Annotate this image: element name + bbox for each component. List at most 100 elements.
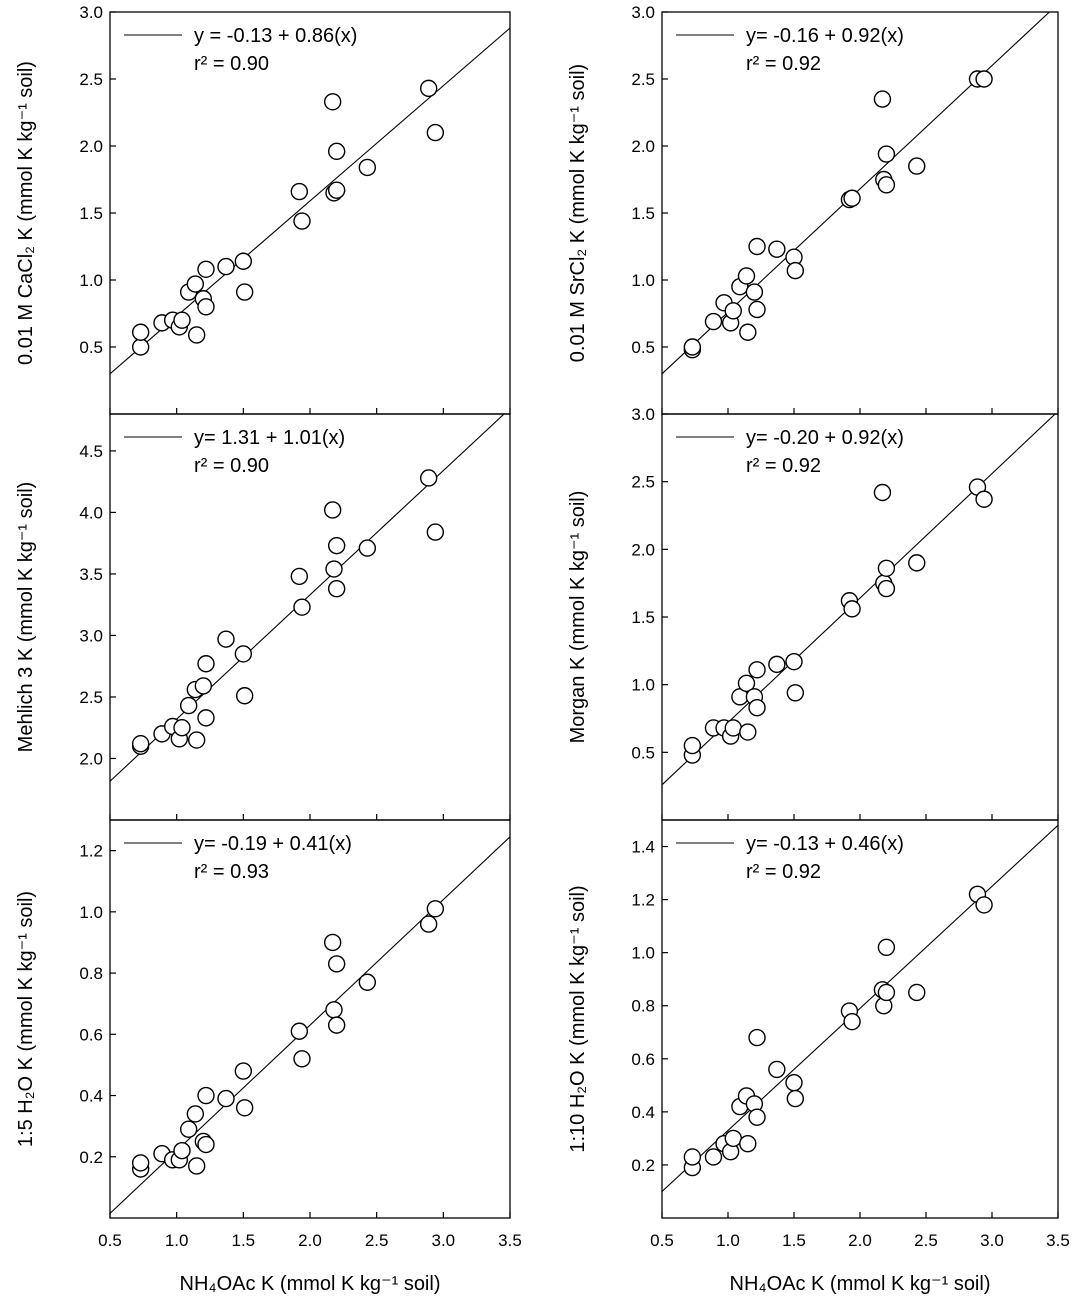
data-point	[290, 182, 309, 201]
plot-frame	[109, 413, 511, 821]
plot-frame	[109, 11, 511, 415]
y-tick-label: 0.4	[79, 1087, 103, 1106]
data-point	[768, 655, 786, 674]
x-tick-label: 3.5	[1046, 1231, 1070, 1250]
y-tick-label: 2.5	[79, 688, 103, 707]
data-point	[975, 896, 993, 914]
data-point	[873, 483, 892, 502]
x-tick-label: 2.0	[848, 1231, 872, 1250]
data-point	[197, 260, 215, 278]
data-point	[419, 469, 438, 487]
data-point	[187, 326, 206, 344]
y-tick-label: 4.5	[79, 442, 103, 461]
data-point	[748, 698, 766, 717]
data-point	[768, 1060, 786, 1079]
data-point	[426, 523, 445, 541]
data-point	[327, 536, 346, 555]
data-point	[131, 735, 150, 753]
y-tick-label: 0.8	[79, 964, 103, 983]
y-tick-label: 0.5	[631, 743, 655, 762]
y-tick-label: 0.5	[631, 338, 655, 357]
data-point	[327, 181, 346, 199]
x-tick-label: 1.5	[782, 1231, 806, 1250]
data-point	[786, 684, 805, 702]
y-tick-label: 2.0	[79, 137, 103, 156]
panel-h2o-1to5: 0.2 0.4 0.6 0.8 1.0 1.2 0.5 1.0 1.5 2.0 2.5 3.0 3.5 1…	[15, 819, 522, 1295]
y-tick-label: 1.0	[631, 676, 655, 695]
regression-line	[662, 824, 1058, 1192]
data-point	[843, 189, 861, 207]
panel-h2o-1to10: 0.2 0.4 0.6 0.8 1.0 1.2 1.4 0.5 1.0 1.5 2.0 2.5 3.0 3…	[567, 819, 1070, 1295]
y-tick-label: 1.4	[631, 838, 655, 857]
data-point	[234, 1062, 253, 1080]
data-point	[323, 501, 342, 519]
y-tick-label: 1.2	[79, 842, 103, 861]
x-tick-label: 3.0	[980, 1231, 1004, 1250]
data-point	[419, 79, 438, 98]
plot-frame	[661, 413, 1059, 821]
y-tick-label: 2.5	[631, 473, 655, 492]
data-point	[426, 123, 445, 142]
data-point	[748, 237, 766, 256]
data-point	[877, 983, 896, 1002]
data-point	[194, 677, 213, 695]
y-tick-label: 0.6	[79, 1025, 103, 1044]
data-point	[325, 1001, 343, 1019]
data-point	[739, 723, 757, 741]
data-point	[419, 915, 438, 933]
data-point	[323, 93, 342, 111]
x-tick-label: 3.5	[498, 1231, 522, 1250]
data-point	[843, 1012, 861, 1031]
data-point	[748, 1108, 766, 1126]
plot-frame	[661, 11, 1059, 415]
data-point	[293, 598, 311, 616]
data-point	[704, 312, 723, 331]
data-point	[724, 719, 742, 737]
y-tick-label: 2.5	[631, 70, 655, 89]
y-tick-label: 1.0	[79, 271, 103, 290]
y-tick-label: 1.5	[631, 204, 655, 223]
data-point	[179, 696, 198, 715]
data-point	[908, 157, 926, 175]
y-axis-title: Morgan K (mmol K kg⁻¹ soil)	[567, 491, 589, 744]
data-point	[877, 579, 896, 598]
data-point	[234, 645, 253, 663]
data-point	[293, 1050, 311, 1068]
y-tick-label: 1.0	[631, 271, 655, 290]
data-point	[873, 90, 892, 108]
x-tick-label: 2.0	[298, 1231, 322, 1250]
data-point	[327, 580, 346, 598]
data-point	[683, 1148, 702, 1166]
data-point	[327, 1016, 346, 1034]
regression-equation: y = -0.13 + 0.86(x)	[194, 25, 357, 47]
y-axis-title: Mehlich 3 K (mmol K kg⁻¹ soil)	[15, 482, 37, 753]
x-tick-label: 2.5	[365, 1231, 389, 1250]
x-tick-label: 1.0	[716, 1231, 740, 1250]
y-tick-label: 2.0	[631, 540, 655, 559]
data-point	[426, 900, 445, 918]
y-tick-label: 0.6	[631, 1050, 655, 1069]
y-axis-title: 0.01 M CaCl₂ K (mmol K kg⁻¹ soil)	[15, 61, 37, 365]
data-point	[173, 311, 191, 329]
y-tick-label: 1.0	[79, 903, 103, 922]
data-point	[786, 1089, 805, 1108]
data-point	[737, 674, 756, 693]
x-axis-title: NH₄OAc K (mmol K kg⁻¹ soil)	[180, 1273, 441, 1295]
data-point	[217, 1089, 235, 1108]
data-point	[748, 300, 766, 319]
data-point	[131, 1154, 150, 1172]
data-point	[235, 687, 254, 705]
data-point	[748, 1028, 766, 1047]
r-squared-label: r² = 0.92	[746, 455, 821, 477]
y-axis-title: 0.01 M SrCl₂ K (mmol K kg⁻¹ soil)	[567, 64, 589, 362]
data-point	[327, 955, 346, 973]
data-point	[290, 1022, 309, 1040]
y-tick-label: 4.0	[79, 503, 103, 522]
regression-equation: y= -0.19 + 0.41(x)	[194, 833, 352, 855]
data-point	[290, 567, 309, 586]
y-tick-label: 3.0	[79, 626, 103, 645]
y-tick-label: 0.2	[79, 1148, 103, 1167]
data-point	[704, 1148, 723, 1166]
y-tick-label: 0.8	[631, 997, 655, 1016]
x-tick-label: 1.0	[165, 1231, 189, 1250]
